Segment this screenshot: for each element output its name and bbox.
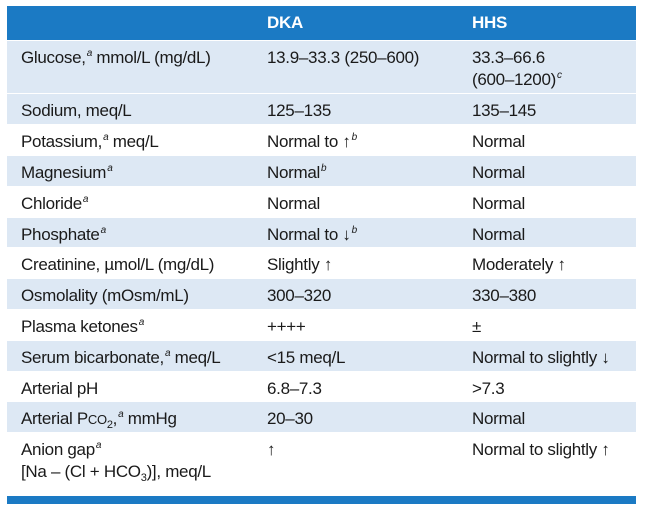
table-row: Osmolality (mOsm/mL) 300–320 330–380	[7, 279, 636, 310]
dka-value: 125–135	[267, 101, 332, 120]
header-hhs: HHS	[472, 13, 507, 32]
dka-value: Normalb	[267, 163, 327, 182]
table-row: Sodium, meq/L 125–135 135–145	[7, 94, 636, 125]
dka-value: 13.9–33.3 (250–600)	[267, 48, 420, 67]
row-label: Osmolality (mOsm/mL)	[21, 286, 189, 305]
row-label: Serum bicarbonate,a meq/L	[21, 348, 221, 367]
hhs-value: Normal to slightly ↓	[472, 348, 610, 367]
hhs-value: Moderately ↑	[472, 255, 566, 274]
table-row: Phosphatea Normal to ↓b Normal	[7, 218, 636, 248]
table-row: Chloridea Normal Normal	[7, 187, 636, 218]
hhs-value: 135–145	[472, 101, 537, 120]
dka-value: Normal to ↓b	[267, 225, 357, 244]
hhs-value: 330–380	[472, 286, 537, 305]
row-label: Creatinine, µmol/L (mg/dL)	[21, 255, 215, 274]
dka-value: ++++	[267, 317, 306, 336]
header-dka: DKA	[267, 13, 303, 32]
table-row: Anion gapa [Na – (Cl + HCO3)], meq/L ↑ No…	[7, 433, 636, 490]
table-row: Glucose,a mmol/L (mg/dL) 13.9–33.3 (250–…	[7, 41, 636, 94]
hhs-value: Normal	[472, 132, 525, 151]
hhs-value: >7.3	[472, 379, 505, 398]
row-label: Glucose,a mmol/L (mg/dL)	[21, 48, 211, 67]
table-row: Creatinine, µmol/L (mg/dL) Slightly ↑ Mo…	[7, 248, 636, 279]
row-label: Chloridea	[21, 194, 89, 213]
table-row: Arterial PCO2,a mmHg 20–30 Normal	[7, 402, 636, 433]
row-label: Anion gapa [Na – (Cl + HCO3)], meq/L	[21, 440, 211, 484]
row-label: Arterial PCO2,a mmHg	[21, 409, 177, 431]
hhs-value: Normal	[472, 409, 525, 428]
row-label: Arterial pH	[21, 379, 99, 398]
dka-value: 20–30	[267, 409, 313, 428]
row-label: Magnesiuma	[21, 163, 113, 182]
row-label: Plasma ketonesa	[21, 317, 145, 336]
table-footer-rule	[7, 496, 636, 504]
dka-value: Slightly ↑	[267, 255, 333, 274]
hhs-value: Normal	[472, 225, 525, 244]
table-row: Arterial pH 6.8–7.3 >7.3	[7, 372, 636, 402]
dka-value: <15 meq/L	[267, 348, 346, 367]
table-row: Serum bicarbonate,a meq/L <15 meq/L Norm…	[7, 341, 636, 372]
dka-value: 6.8–7.3	[267, 379, 322, 398]
row-label: Phosphatea	[21, 225, 106, 244]
hhs-value: Normal	[472, 163, 525, 182]
row-label: Potassium,a meq/L	[21, 132, 159, 151]
hhs-value: 33.3–66.6 (600–1200)c	[472, 48, 562, 89]
hhs-value: ±	[472, 317, 482, 336]
table-row: Potassium,a meq/L Normal to ↑b Normal	[7, 125, 636, 156]
table-row: Magnesiuma Normalb Normal	[7, 156, 636, 187]
dka-value: ↑	[267, 440, 276, 459]
row-label: Sodium, meq/L	[21, 101, 132, 120]
dka-value: Normal	[267, 194, 320, 213]
table-header-row: DKA HHS	[7, 6, 636, 41]
comparison-table: DKA HHS Glucose,a mmol/L (mg/dL) 13.9–33…	[7, 6, 636, 490]
hhs-value: Normal	[472, 194, 525, 213]
table-row: Plasma ketonesa ++++ ±	[7, 310, 636, 341]
dka-value: 300–320	[267, 286, 332, 305]
dka-value: Normal to ↑b	[267, 132, 357, 151]
hhs-value: Normal to slightly ↑	[472, 440, 610, 459]
